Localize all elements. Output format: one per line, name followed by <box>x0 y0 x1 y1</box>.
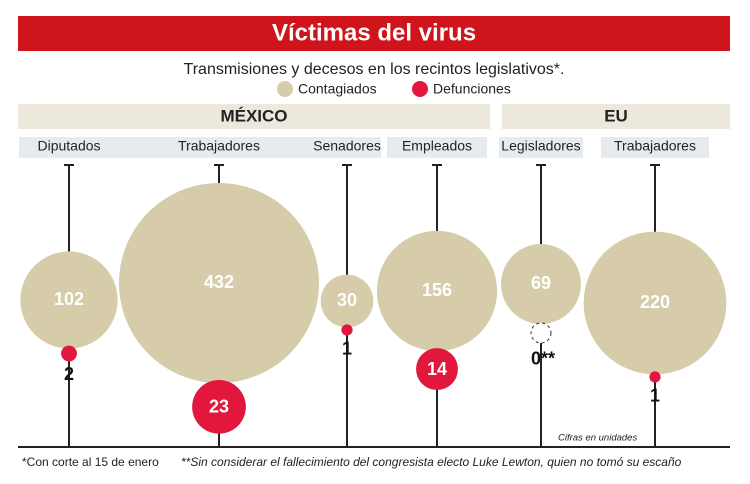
category-band <box>601 137 709 158</box>
group-label: MÉXICO <box>220 106 287 125</box>
chart-title: Víctimas del virus <box>272 19 476 46</box>
footnote: *Con corte al 15 de enero <box>22 455 159 469</box>
category-label: Legisladores <box>501 138 580 154</box>
bubble <box>530 322 552 344</box>
title-band <box>18 16 730 51</box>
bubble-label: 156 <box>422 280 452 300</box>
category-band <box>387 137 487 158</box>
footnote: **Sin considerar el fallecimiento del co… <box>181 455 682 469</box>
bubble-label: 220 <box>640 292 670 312</box>
category-band <box>313 137 381 158</box>
category-label: Trabajadores <box>614 138 696 154</box>
bubble <box>416 348 458 390</box>
bubble <box>583 231 727 375</box>
category-band <box>119 137 319 158</box>
units-note: Cifras en unidades <box>558 433 637 444</box>
bubble-label: 0** <box>531 349 555 369</box>
bubble <box>649 371 661 383</box>
category-label: Trabajadores <box>178 138 260 154</box>
bubble <box>501 244 581 324</box>
bubble-label: 2 <box>64 364 74 384</box>
category-label: Empleados <box>402 138 472 154</box>
bubble-label: 102 <box>54 289 84 309</box>
bubble-label: 1 <box>650 385 660 405</box>
bubble <box>61 345 77 362</box>
category-band <box>19 137 119 158</box>
chart-subtitle: Transmisiones y decesos en los recintos … <box>184 61 565 78</box>
legend-swatch <box>277 81 293 97</box>
bubble <box>376 230 498 352</box>
group-label: EU <box>604 106 628 125</box>
bubble <box>192 380 246 434</box>
legend-label: Defunciones <box>433 81 511 97</box>
bubble <box>320 274 374 328</box>
bubble-label: 1 <box>342 338 352 358</box>
bubble-label: 14 <box>427 359 447 379</box>
legend-label: Contagiados <box>298 81 377 97</box>
bubble <box>341 324 353 336</box>
legend-swatch <box>412 81 428 97</box>
group-band <box>18 104 490 129</box>
bubble-label: 69 <box>531 273 551 293</box>
bubble-label: 432 <box>204 272 234 292</box>
bubble-label: 23 <box>209 397 229 417</box>
group-band <box>502 104 730 129</box>
category-band <box>499 137 583 158</box>
category-label: Senadores <box>313 138 381 154</box>
bubble <box>20 251 118 349</box>
bubble-label: 30 <box>337 290 357 310</box>
bubble <box>119 183 319 383</box>
category-label: Diputados <box>37 138 100 154</box>
